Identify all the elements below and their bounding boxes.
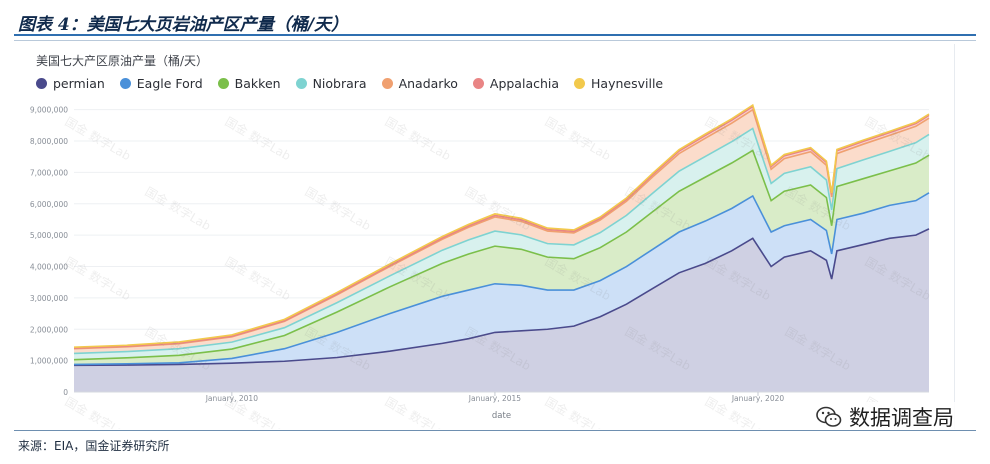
legend-swatch-niobrara: [295, 78, 307, 89]
x-tick-label: January, 2010: [205, 394, 259, 403]
legend-item-eagle-ford[interactable]: Eagle Ford: [119, 76, 203, 91]
legend-label-niobrara: Niobrara: [312, 76, 367, 91]
title-rule: [14, 40, 976, 41]
watermark-text: 国金 数字Lab: [223, 114, 294, 164]
brand-badge: 数据调查局: [813, 402, 956, 432]
watermark-text: 国金 数字Lab: [143, 184, 214, 234]
watermark-text: 国金 数字Lab: [543, 394, 614, 429]
legend-swatch-permian: [36, 78, 47, 89]
brand-name: 数据调查局: [849, 406, 954, 430]
legend-label-bakken: Bakken: [234, 76, 281, 91]
legend-item-haynesville[interactable]: Haynesville: [574, 76, 663, 91]
figure-title: 图表 4：美国七大页岩油产区产量（桶/天）: [18, 15, 348, 35]
area-eagle-ford: [74, 192, 929, 366]
y-tick-label: 6,000,000: [30, 200, 68, 209]
legend-swatch-appalachia: [472, 78, 484, 89]
chart-panel: 美国七大产区原油产量（桶/天） permian Eagle Ford Bakke…: [24, 44, 955, 429]
y-tick-label: 3,000,000: [30, 294, 68, 303]
watermark-text: 国金 数字Lab: [383, 394, 454, 429]
watermark-text: 国金 数字Lab: [63, 254, 134, 304]
y-tick-label: 8,000,000: [30, 137, 68, 146]
line-haynesville: [73, 103, 930, 348]
line-eagle-ford: [73, 192, 930, 366]
x-tick-label: January, 2020: [731, 394, 785, 403]
line-layer: [73, 103, 930, 367]
top-rule: [14, 34, 976, 36]
y-tick-label: 0: [63, 388, 68, 397]
stacked-area-plot: 0 1,000,000 2,000,000 3,000,000 4,000,000 5,0…: [30, 103, 934, 429]
legend-item-permian[interactable]: permian: [36, 76, 105, 91]
legend-swatch-anadarko: [381, 78, 393, 89]
legend-swatch-bakken: [217, 78, 229, 89]
watermark-text: 国金 数字Lab: [543, 114, 614, 164]
line-permian: [73, 228, 930, 367]
legend-label-haynesville: Haynesville: [591, 76, 664, 91]
y-tick-label: 4,000,000: [30, 263, 68, 272]
area-permian: [74, 228, 929, 392]
watermark-text: 国金 数字Lab: [63, 394, 134, 429]
legend-label-appalachia: Appalachia: [489, 76, 560, 91]
legend-item-appalachia[interactable]: Appalachia: [472, 76, 560, 91]
watermark-text: 国金 数字Lab: [223, 254, 294, 304]
bottom-rule: [14, 430, 976, 431]
legend-item-anadarko[interactable]: Anadarko: [381, 76, 458, 91]
x-tick-label: January, 2015: [468, 394, 522, 403]
legend-swatch-haynesville: [574, 78, 586, 89]
legend-label-permian: permian: [53, 76, 105, 91]
line-niobrara: [73, 127, 930, 355]
watermark-text: 国金 数字Lab: [63, 114, 134, 164]
axis-layer: 0 1,000,000 2,000,000 3,000,000 4,000,000 5,0…: [30, 106, 929, 421]
legend-item-niobrara[interactable]: Niobrara: [295, 76, 367, 91]
legend-item-bakken[interactable]: Bakken: [217, 76, 281, 91]
legend-label-eagle-ford: Eagle Ford: [136, 76, 203, 91]
line-bakken: [73, 149, 930, 361]
watermark-text: 国金 数字Lab: [383, 114, 454, 164]
chart-title: 美国七大产区原油产量（桶/天）: [36, 54, 209, 68]
source-note: 来源：EIA，国金证券研究所: [18, 439, 170, 453]
watermark-text: 国金 数字Lab: [223, 394, 294, 429]
wechat-icon: [816, 406, 842, 427]
area-bakken: [74, 150, 929, 365]
y-tick-label: 7,000,000: [30, 168, 68, 177]
y-tick-label: 9,000,000: [30, 106, 68, 115]
y-tick-label: 5,000,000: [30, 231, 68, 240]
watermark-text: 国金 数字Lab: [303, 184, 374, 234]
legend-swatch-eagle-ford: [119, 78, 131, 89]
chart-legend: permian Eagle Ford Bakken Niobrara Anada…: [36, 76, 663, 91]
x-axis-label: date: [492, 411, 511, 421]
y-tick-label: 1,000,000: [30, 357, 68, 366]
legend-label-anadarko: Anadarko: [398, 76, 458, 91]
y-tick-label: 2,000,000: [30, 325, 68, 334]
area-niobrara: [74, 128, 929, 360]
